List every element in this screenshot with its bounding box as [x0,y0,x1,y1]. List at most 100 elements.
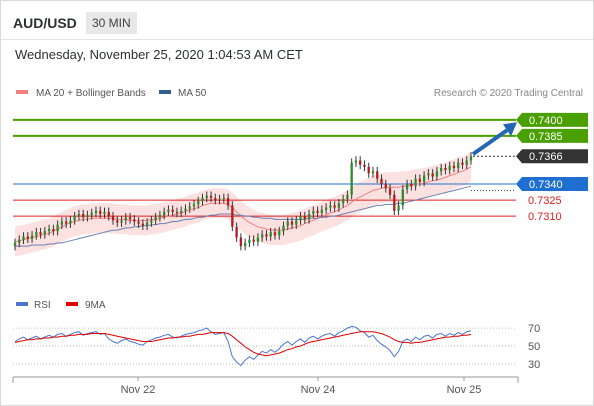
symbol-label: AUD/USD [13,15,77,31]
candle-body [465,160,468,165]
candle-body [82,214,85,218]
ma50-legend-swatch [159,90,171,94]
candle-body [380,178,383,185]
candle-body [405,184,409,190]
candle-body [171,209,174,212]
candle-body [414,178,417,187]
credit-label: Research © 2020 Trading Central [434,88,583,99]
candle-body [111,216,115,221]
candle-body [77,214,81,217]
candle-body [431,173,434,177]
rsi-panel: 70 50 30 [13,323,540,371]
candle-body [243,242,247,247]
ma9-legend-label: 9MA [85,300,106,311]
x-tick-label-2: Nov 25 [447,384,482,396]
candle-body [363,164,366,167]
candle-body [461,162,464,165]
candle-body [116,220,119,223]
candle-body [265,234,268,237]
ma50-legend-label: MA 50 [178,88,207,99]
rsi-legend-swatch [16,302,28,306]
candle-body [69,220,72,224]
candle-body [295,220,298,225]
forecast-arrow-shaft [471,128,509,156]
rsi-tick-50: 50 [528,341,540,353]
candle-body [324,207,328,210]
candle-body [150,220,153,223]
candle-body [180,210,183,213]
candle-body [397,205,400,211]
candle-body [286,221,289,226]
candle-body [56,224,59,232]
level-tag-0.7400 [516,112,588,127]
candle-body [103,211,106,215]
candle-body [192,204,196,207]
candle-body [273,232,277,236]
candle-body [320,209,324,213]
candle-body [435,171,439,177]
candle-body [188,206,191,209]
candle-body [333,205,336,208]
candle-body [282,225,285,232]
header-bar: AUD/USD 30 MIN [1,1,593,40]
candle-body [384,184,387,189]
candle-body [239,237,243,247]
candle-body [22,236,25,240]
candle-body [141,223,145,226]
datetime-label: Wednesday, November 25, 2020 1:04:53 AM … [15,47,303,62]
candle-body [18,239,21,243]
candle-body [99,210,102,215]
candle-body [290,221,294,225]
rsi-line [14,325,472,367]
candle-body [337,203,341,208]
candle-body [452,165,456,168]
candle-body [158,215,162,218]
ma20-line [14,166,472,243]
rsi-tick-70: 70 [528,323,540,335]
candle-body [354,160,358,163]
candle-body [376,171,379,179]
level-tag-0.7340 [516,177,588,192]
rsi-legend-label: RSI [34,300,51,311]
candle-body [73,216,76,221]
candle-body [107,211,110,217]
candle-body [448,165,451,171]
time-axis: Nov 22 Nov 24 Nov 25 [12,376,519,396]
candle-body [205,195,208,198]
candle-body [218,199,221,201]
rsi-tick-30: 30 [528,359,540,371]
candle-body [346,194,349,200]
candle-body [133,219,136,222]
candle-body [209,195,213,198]
level-label-0.7366: 0.7366 [529,151,563,163]
candle-body [256,237,260,242]
candle-body [316,210,319,213]
candle-body [231,205,234,227]
candle-body [184,208,187,211]
candle-body [422,175,426,182]
timeframe-badge[interactable]: 30 MIN [86,12,137,34]
candle-body [427,173,430,176]
ma20-legend-label: MA 20 + Bollinger Bands [36,88,146,99]
candle-body [64,221,68,224]
candle-body [444,167,447,171]
level-label-0.7385: 0.7385 [529,131,563,143]
candle-body [30,235,34,239]
level-label-0.7400: 0.7400 [529,115,563,127]
candle-body [248,239,251,243]
candle-body [307,214,311,220]
ma50-line [15,185,472,247]
candle-body [341,199,345,204]
candle-body [175,211,179,213]
candle-body [167,209,170,212]
candle-body [47,228,51,232]
candle-body [162,211,166,216]
candle-body [145,222,149,226]
candle-body [299,216,302,221]
candle-body [43,231,46,235]
candle-body [410,184,413,187]
candle-body [222,197,225,200]
x-tick-label-0: Nov 22 [121,384,156,396]
ma20-legend-swatch [16,90,28,94]
candle-body [35,232,38,236]
